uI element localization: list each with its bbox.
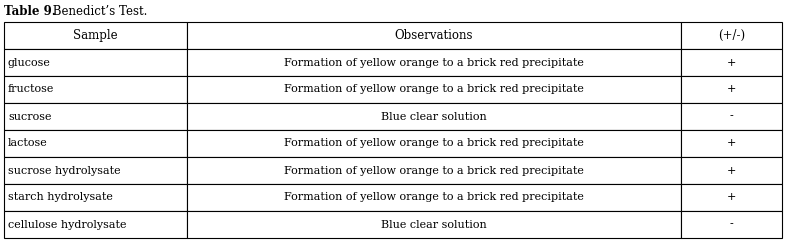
Text: (+/-): (+/-) [718, 29, 745, 42]
Text: sucrose: sucrose [8, 112, 51, 122]
Text: -: - [730, 112, 734, 122]
Bar [681, 130, 782, 157]
Bar [187, 211, 681, 238]
Text: +: + [727, 192, 736, 202]
Bar [187, 22, 681, 49]
Text: Formation of yellow orange to a brick red precipitate: Formation of yellow orange to a brick re… [284, 58, 584, 68]
Text: Observations: Observations [395, 29, 473, 42]
Bar [4, 211, 187, 238]
Bar [4, 130, 187, 157]
Bar [681, 103, 782, 130]
Bar [681, 22, 782, 49]
Text: Formation of yellow orange to a brick red precipitate: Formation of yellow orange to a brick re… [284, 192, 584, 202]
Bar [4, 49, 187, 76]
Text: +: + [727, 84, 736, 94]
Bar [187, 184, 681, 211]
Text: sucrose hydrolysate: sucrose hydrolysate [8, 166, 121, 175]
Bar [4, 184, 187, 211]
Bar [4, 157, 187, 184]
Bar [681, 184, 782, 211]
Bar [4, 103, 187, 130]
Text: Table 9.: Table 9. [4, 5, 56, 18]
Bar [681, 49, 782, 76]
Bar [187, 49, 681, 76]
Text: Sample: Sample [73, 29, 117, 42]
Text: Blue clear solution: Blue clear solution [381, 112, 487, 122]
Text: Formation of yellow orange to a brick red precipitate: Formation of yellow orange to a brick re… [284, 166, 584, 175]
Text: starch hydrolysate: starch hydrolysate [8, 192, 113, 202]
Text: Formation of yellow orange to a brick red precipitate: Formation of yellow orange to a brick re… [284, 138, 584, 148]
Bar [187, 130, 681, 157]
Bar [4, 76, 187, 103]
Text: +: + [727, 138, 736, 148]
Bar [681, 76, 782, 103]
Text: Formation of yellow orange to a brick red precipitate: Formation of yellow orange to a brick re… [284, 84, 584, 94]
Text: glucose: glucose [8, 58, 51, 68]
Text: fructose: fructose [8, 84, 54, 94]
Bar [187, 157, 681, 184]
Bar [681, 211, 782, 238]
Text: Blue clear solution: Blue clear solution [381, 220, 487, 230]
Text: +: + [727, 166, 736, 175]
Text: -: - [730, 220, 734, 230]
Bar [187, 76, 681, 103]
Bar [4, 22, 187, 49]
Text: +: + [727, 58, 736, 68]
Text: lactose: lactose [8, 138, 48, 148]
Text: cellulose hydrolysate: cellulose hydrolysate [8, 220, 127, 230]
Text: Benedict’s Test.: Benedict’s Test. [49, 5, 147, 18]
Bar [681, 157, 782, 184]
Bar [187, 103, 681, 130]
